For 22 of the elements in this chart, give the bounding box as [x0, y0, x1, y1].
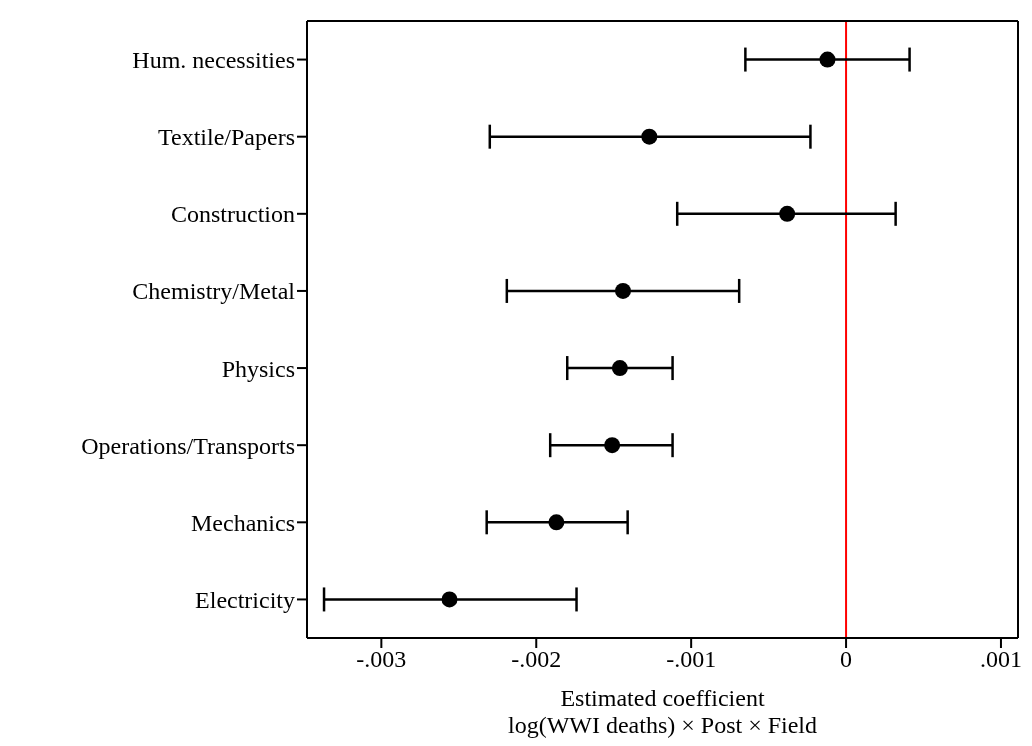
- point: [604, 437, 621, 454]
- point: [819, 51, 836, 68]
- y-tick-label: Textile/Papers: [158, 124, 295, 151]
- y-tick-label: Hum. necessities: [132, 47, 295, 74]
- point: [611, 360, 628, 377]
- y-tick-label: Physics: [221, 355, 295, 382]
- x-axis-title: Estimated coefficient log(WWI deaths) × Post × Field: [507, 685, 818, 738]
- x-tick-label: -.001: [666, 646, 717, 673]
- y-tick-label: Mechanics: [191, 509, 295, 536]
- point: [641, 128, 658, 145]
- y-tick-label: Chemistry/Metal: [132, 278, 296, 305]
- point: [615, 282, 631, 299]
- y-tick-label: Construction: [171, 201, 295, 228]
- x-tick-label: .001: [979, 646, 1022, 673]
- x-tick-label: -.003: [356, 646, 407, 673]
- y-tick-label: Electricity: [195, 586, 295, 613]
- y-tick-label: Operations/Transports: [81, 432, 295, 459]
- point: [779, 205, 796, 222]
- x-tick-label: -.002: [511, 646, 562, 673]
- x-tick-label: 0: [840, 646, 853, 673]
- point: [548, 514, 565, 531]
- point: [441, 591, 458, 608]
